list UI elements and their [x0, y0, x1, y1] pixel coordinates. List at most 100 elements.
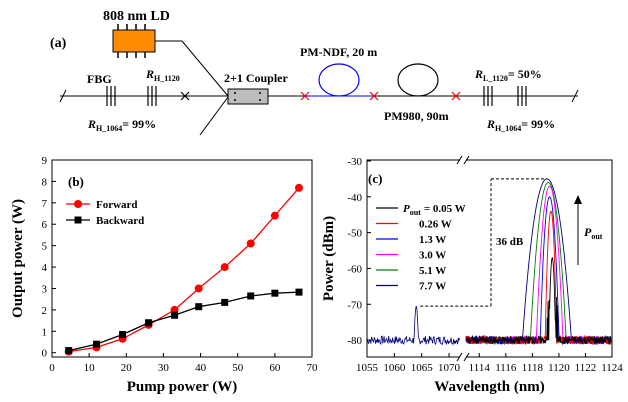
data-point-forward [246, 239, 255, 248]
fbg-label: FBG [87, 72, 112, 86]
y-axis-title: Output power (W) [10, 199, 26, 318]
x-axis-break-top [463, 155, 470, 165]
x-tick-label: 1060 [383, 362, 406, 374]
y-tick-label: 6 [42, 219, 48, 231]
output-power-chart: (b) 0 10 20 30 40 50 60 70 0 1 2 3 4 5 6 7 8 9 Pump power … [10, 155, 318, 395]
data-point-backward [145, 319, 153, 327]
y-tick-label: 3 [42, 283, 48, 295]
series-line-backward [68, 291, 300, 352]
splice-mark [180, 91, 190, 101]
data-point-backward [271, 289, 279, 297]
spectrum-chart: (c) 1055 1060 1065 1070 1114 1116 1118 1120 1122… [321, 155, 623, 395]
series-line-forward [68, 187, 300, 353]
coupler-icon [227, 88, 269, 105]
spectrum-line [465, 178, 613, 346]
y-tick-label: -40 [347, 192, 362, 204]
x-axis-title: Pump power (W) [127, 379, 238, 395]
data-point-backward [119, 331, 127, 339]
y-tick-label: -50 [347, 228, 362, 240]
data-point-backward [221, 298, 229, 306]
pm980-label: PM980, 90m [384, 109, 449, 123]
x-tick-label: 30 [158, 362, 170, 374]
x-tick-label: 1124 [601, 362, 623, 374]
power-arrow-icon [574, 195, 582, 204]
rh1120-label: RH_1120 [145, 67, 180, 83]
x-tick-label: 40 [195, 362, 207, 374]
y-tick-label: 5 [42, 241, 48, 253]
fbg-rl1120-grating [483, 86, 493, 106]
legend-marker [74, 200, 82, 208]
data-point-forward [295, 183, 303, 192]
panel-b-label: (b) [68, 174, 84, 189]
legend-marker [74, 216, 82, 224]
x-axis-break-bottom [456, 352, 463, 362]
y-axis-title: Power (dBm) [321, 216, 337, 301]
coupler-label: 2+1 Coupler [224, 71, 289, 85]
y-tick-label: -30 [347, 156, 362, 168]
data-point-forward [194, 284, 203, 293]
pout-arrow-label: Pout [584, 225, 603, 241]
dynamic-range-label: 36 dB [496, 236, 524, 248]
panel-a-label: (a) [50, 36, 67, 51]
y-tick-label: -80 [347, 335, 362, 347]
x-axis-title: Wavelength (nm) [434, 379, 544, 395]
data-point-backward [93, 340, 101, 348]
fbg-rh1120-grating [147, 86, 157, 106]
legend-label: Forward [96, 199, 138, 211]
spectrum-line [465, 256, 612, 346]
rh1064-right-label: RH_1064= 99% [486, 117, 555, 133]
legend-label: 0.26 W [419, 219, 452, 231]
x-axis-break-top-gap [460, 156, 466, 164]
laser-diode-icon [112, 24, 156, 58]
pump-fiber [155, 40, 229, 97]
plot-frame [51, 159, 313, 358]
y-tick-label: 2 [42, 305, 48, 317]
legend-label: 3.0 W [419, 250, 446, 262]
y-tick-label: 4 [42, 262, 48, 274]
panel-c-label: (c) [368, 171, 382, 186]
data-point-backward [295, 288, 303, 296]
rh1064-left-label: RH_1064= 99% [87, 117, 156, 133]
x-tick-label: 1122 [575, 362, 597, 374]
rl1120-label: RL_1120= 50% [474, 67, 542, 83]
plot-frame [366, 159, 613, 358]
x-tick-label: 1120 [548, 362, 570, 374]
spectrum-line [465, 182, 613, 346]
pm-ndf-coil [318, 63, 360, 97]
legend-label: 1.3 W [419, 234, 446, 246]
x-axis-break-top [456, 155, 463, 165]
x-tick-label: 1116 [495, 362, 517, 374]
fiber-end-right [571, 89, 579, 103]
ld-label: 808 nm LD [103, 9, 170, 24]
panel-a-schematic: (a) 808 nm LD FBG RH_1120 [50, 9, 579, 136]
spectrum-line [465, 196, 613, 346]
splice-mark-red-3 [451, 91, 461, 101]
data-point-forward [270, 211, 279, 220]
x-tick-label: 1070 [438, 362, 461, 374]
x-tick-label: 60 [269, 362, 281, 374]
x-tick-label: 50 [232, 362, 244, 374]
data-point-backward [171, 311, 179, 319]
x-tick-label: 1118 [522, 362, 544, 374]
x-tick-label: 70 [307, 362, 319, 374]
splice-mark-red-1 [300, 91, 310, 101]
fiber-end-left [59, 89, 67, 103]
spectrum-line [465, 185, 613, 346]
fbg-left-grating [106, 86, 116, 106]
legend-label: 5.1 W [419, 265, 446, 277]
y-tick-label: 7 [42, 198, 48, 210]
x-tick-label: 0 [49, 362, 55, 374]
x-axis-break-bottom [463, 352, 470, 362]
legend-label: 7.7 W [419, 281, 446, 293]
fbg-rh1064-right-grating [517, 86, 527, 106]
x-tick-label: 1065 [411, 362, 434, 374]
data-point-backward [195, 303, 203, 311]
x-tick-label: 1114 [469, 362, 491, 374]
x-axis-break-bottom-gap [460, 353, 466, 361]
x-tick-label: 20 [121, 362, 133, 374]
data-point-backward [247, 292, 255, 300]
data-point-forward [220, 263, 229, 272]
pm-ndf-label: PM-NDF, 20 m [300, 45, 377, 59]
y-tick-label: -70 [347, 299, 362, 311]
